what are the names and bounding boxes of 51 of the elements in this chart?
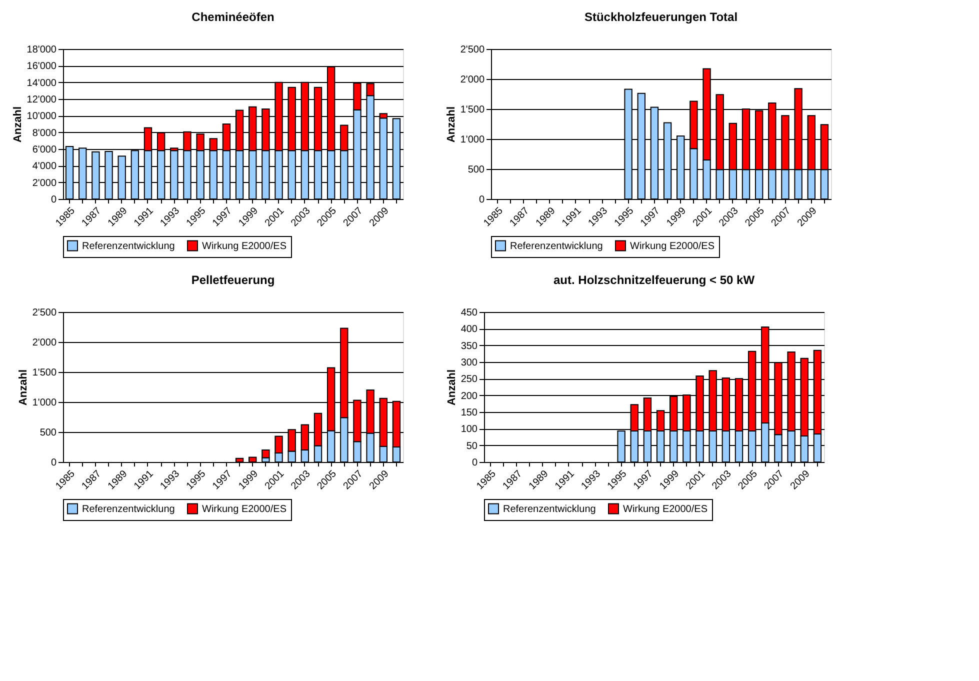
- y-tick-label: 8'000: [32, 128, 57, 139]
- y-axis-title: Anzahl: [12, 106, 24, 143]
- y-tick-label: 0: [472, 458, 478, 468]
- y-tick-label: 1'000: [460, 134, 485, 146]
- y-tick-label: 18'000: [26, 44, 57, 56]
- y-tick-label: 50: [466, 440, 478, 452]
- chart-title: aut. Holzschnitzelfeuerung < 50 kW: [553, 273, 756, 287]
- bar: [262, 450, 270, 458]
- y-tick-label: 500: [468, 164, 485, 176]
- y-tick-label: 1'500: [32, 368, 57, 378]
- y-tick-label: 16'000: [26, 61, 57, 72]
- legend-label: Referenzentwicklung: [503, 504, 596, 515]
- legend-label: Wirkung E2000/ES: [202, 504, 287, 515]
- y-tick-label: 350: [460, 340, 478, 352]
- y-tick-label: 300: [460, 358, 478, 368]
- y-tick-label: 250: [460, 374, 478, 386]
- y-tick-label: 0: [478, 194, 485, 206]
- y-tick-label: 100: [460, 424, 478, 436]
- y-tick-label: 0: [50, 194, 57, 206]
- y-axis-title: Anzahl: [445, 106, 458, 143]
- legend-label: Wirkung E2000/ES: [630, 240, 715, 252]
- y-axis-title: Anzahl: [446, 369, 458, 406]
- y-tick-label: 2'500: [32, 308, 57, 318]
- legend-label: Referenzentwicklung: [82, 504, 175, 515]
- legend-label: Referenzentwicklung: [510, 240, 603, 252]
- y-tick-label: 12'000: [26, 94, 57, 106]
- y-tick-label: 450: [460, 308, 478, 318]
- y-tick-label: 400: [460, 324, 478, 336]
- y-tick-label: 1'000: [32, 398, 57, 408]
- y-tick-label: 2'000: [32, 338, 57, 348]
- legend-label: Wirkung E2000/ES: [202, 240, 287, 252]
- y-tick-label: 500: [40, 428, 57, 438]
- chart-title: Cheminéeöfen: [192, 10, 274, 24]
- legend-label: Referenzentwicklung: [82, 240, 175, 252]
- y-tick-label: 14'000: [26, 78, 57, 89]
- y-tick-label: 1'500: [460, 104, 485, 116]
- y-tick-label: 0: [50, 458, 57, 468]
- y-tick-label: 6'000: [32, 144, 57, 156]
- chart-title: Pelletfeuerung: [191, 273, 275, 287]
- chart-title: Stückholzfeuerungen Total: [584, 10, 738, 24]
- y-tick-label: 2'500: [460, 44, 485, 56]
- legend-label: Wirkung E2000/ES: [623, 504, 708, 515]
- y-tick-label: 2'000: [32, 178, 57, 189]
- y-tick-label: 10'000: [26, 111, 57, 122]
- bar: [235, 458, 244, 462]
- y-tick-label: 200: [460, 390, 478, 402]
- bar: [248, 456, 257, 462]
- y-axis-title: Anzahl: [17, 369, 30, 406]
- y-tick-label: 2'000: [460, 74, 485, 86]
- y-tick-label: 4'000: [32, 161, 57, 172]
- y-tick-label: 150: [460, 408, 478, 418]
